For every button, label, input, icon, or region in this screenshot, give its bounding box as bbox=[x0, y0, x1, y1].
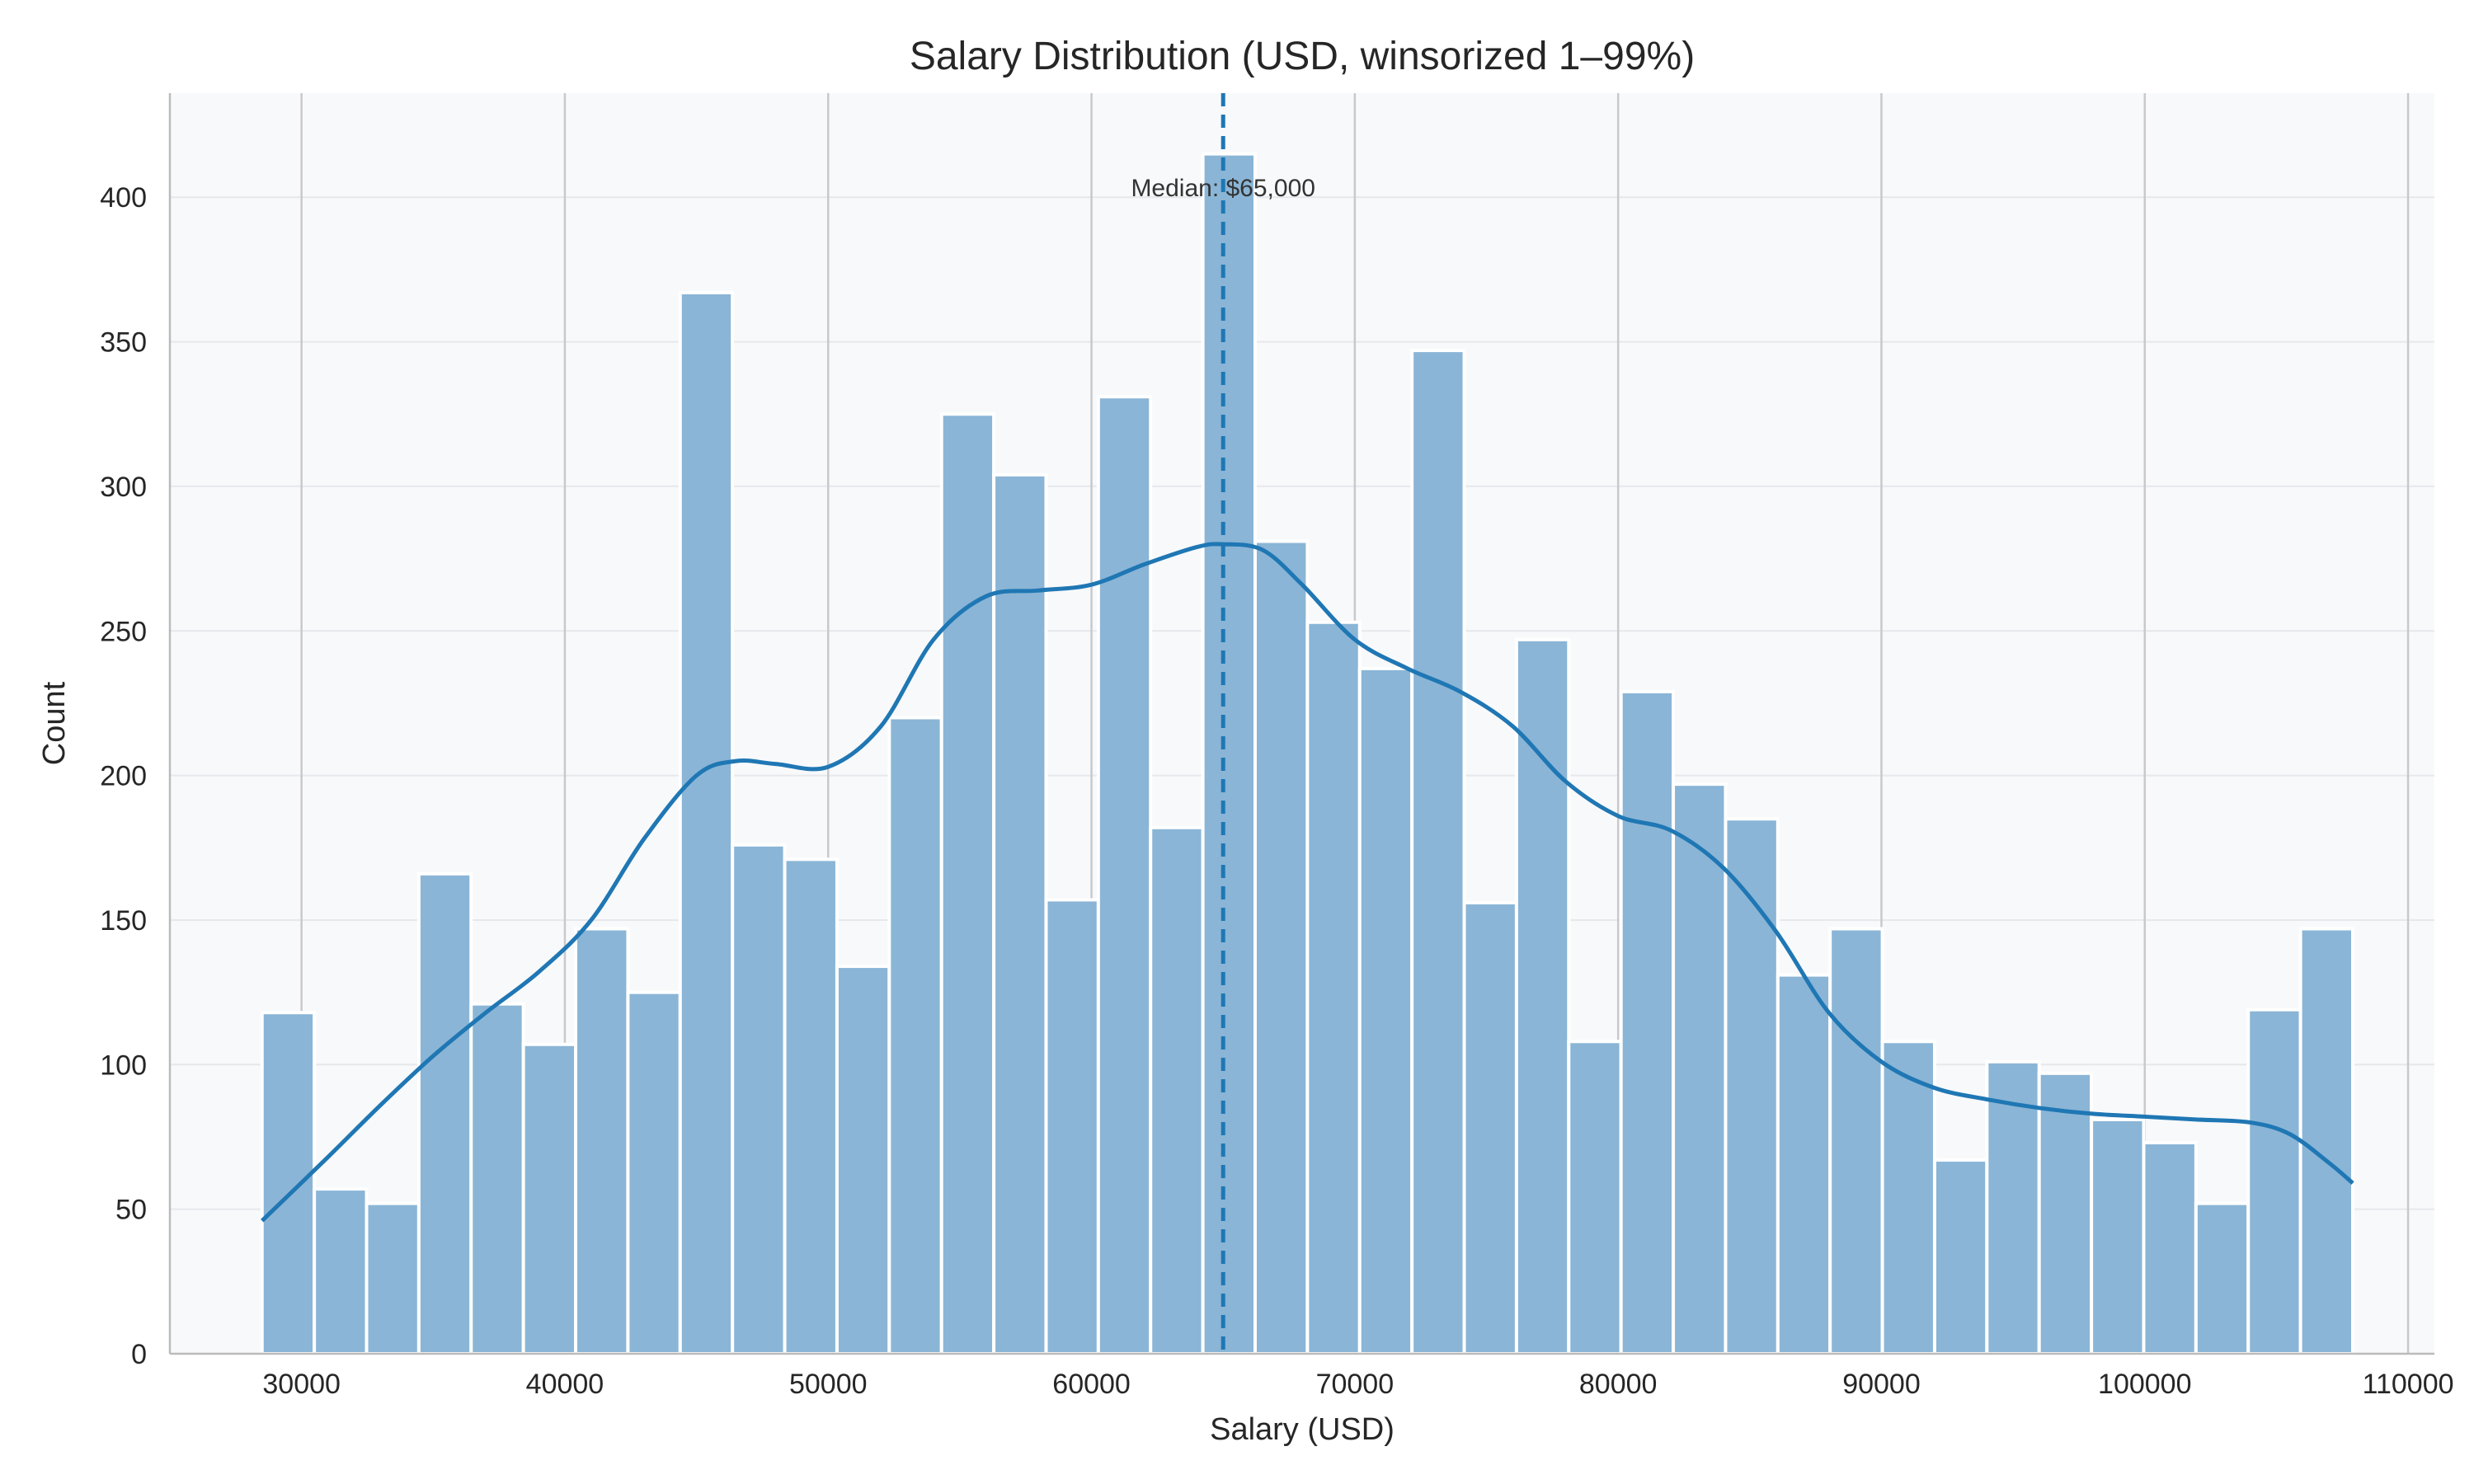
histogram-bars bbox=[260, 152, 2355, 1356]
y-axis-label: Count bbox=[37, 681, 72, 765]
histogram-bar bbox=[365, 1201, 421, 1356]
y-tick-label: 200 bbox=[100, 761, 147, 792]
histogram-bar bbox=[835, 965, 891, 1356]
histogram-bar bbox=[626, 990, 682, 1355]
y-tick-labels: 0 50 100 150 200 250 300 350 400 bbox=[100, 182, 147, 1370]
y-tick-label: 300 bbox=[100, 472, 147, 503]
histogram-bar bbox=[1357, 666, 1414, 1355]
x-tick-label: 60000 bbox=[1052, 1369, 1131, 1400]
x-tick-label: 50000 bbox=[789, 1369, 868, 1400]
x-tick-labels: 30000 40000 50000 60000 70000 80000 90000 10000… bbox=[262, 1369, 2453, 1400]
histogram-bar bbox=[2142, 1140, 2198, 1355]
histogram-bar bbox=[1880, 1040, 1936, 1355]
histogram-bar bbox=[1932, 1158, 1989, 1355]
histogram-bar bbox=[1462, 900, 1518, 1355]
histogram-bar bbox=[2090, 1117, 2146, 1355]
histogram-bar bbox=[2298, 927, 2355, 1355]
y-tick-label: 250 bbox=[100, 616, 147, 647]
axes bbox=[168, 93, 2434, 1355]
histogram-bar bbox=[1724, 817, 1780, 1355]
x-axis-label: Salary (USD) bbox=[1210, 1412, 1395, 1447]
histogram-bar bbox=[469, 1002, 525, 1356]
histogram-bar bbox=[731, 843, 787, 1355]
histogram-bar bbox=[2037, 1071, 2094, 1355]
histogram-bar bbox=[313, 1187, 369, 1355]
histogram-bar bbox=[574, 927, 630, 1355]
y-tick-label: 0 bbox=[131, 1339, 147, 1370]
histogram-bar bbox=[887, 716, 943, 1355]
x-tick-label: 90000 bbox=[1842, 1369, 1921, 1400]
y-tick-label: 150 bbox=[100, 905, 147, 937]
x-tick-label: 70000 bbox=[1316, 1369, 1395, 1400]
histogram-bar bbox=[783, 857, 839, 1355]
histogram-bar bbox=[678, 290, 735, 1356]
chart-title: Salary Distribution (USD, winsorized 1–9… bbox=[910, 35, 1695, 78]
histogram-bar bbox=[1044, 898, 1100, 1355]
histogram-bar bbox=[1985, 1059, 2041, 1355]
histogram-bar bbox=[2246, 1007, 2302, 1355]
kde-curve-layer bbox=[261, 542, 2354, 1223]
histogram-bar bbox=[2194, 1201, 2251, 1356]
median-annotation: Median: $65,000 bbox=[1131, 175, 1315, 202]
histogram-bar bbox=[1410, 349, 1466, 1355]
x-tick-label: 80000 bbox=[1579, 1369, 1658, 1400]
histogram-bar bbox=[1619, 689, 1676, 1355]
histogram-bar bbox=[1672, 782, 1728, 1355]
y-tick-label: 50 bbox=[115, 1195, 147, 1226]
histogram-bar bbox=[992, 472, 1048, 1356]
y-tick-label: 400 bbox=[100, 182, 147, 214]
histogram-bar bbox=[939, 412, 996, 1355]
x-tick-label: 40000 bbox=[526, 1369, 604, 1400]
x-tick-label: 110000 bbox=[2363, 1369, 2454, 1400]
histogram-bar bbox=[1201, 152, 1258, 1355]
histogram-bar bbox=[1149, 825, 1205, 1355]
histogram-bar bbox=[260, 1011, 317, 1356]
histogram-bar bbox=[416, 871, 473, 1355]
x-tick-label: 30000 bbox=[262, 1369, 341, 1400]
histogram-bar bbox=[521, 1042, 578, 1356]
histogram-bar bbox=[1253, 539, 1310, 1355]
x-tick-label: 100000 bbox=[2098, 1369, 2191, 1400]
y-tick-label: 100 bbox=[100, 1050, 147, 1081]
histogram-bar bbox=[1776, 973, 1832, 1355]
histogram-bar bbox=[1567, 1040, 1623, 1355]
kde-curve bbox=[261, 542, 2354, 1223]
histogram-bar bbox=[1096, 395, 1153, 1355]
histogram-bar bbox=[1305, 620, 1362, 1355]
histogram-bar bbox=[1514, 637, 1571, 1355]
histogram-bar bbox=[1828, 927, 1884, 1355]
y-tick-label: 350 bbox=[100, 327, 147, 359]
